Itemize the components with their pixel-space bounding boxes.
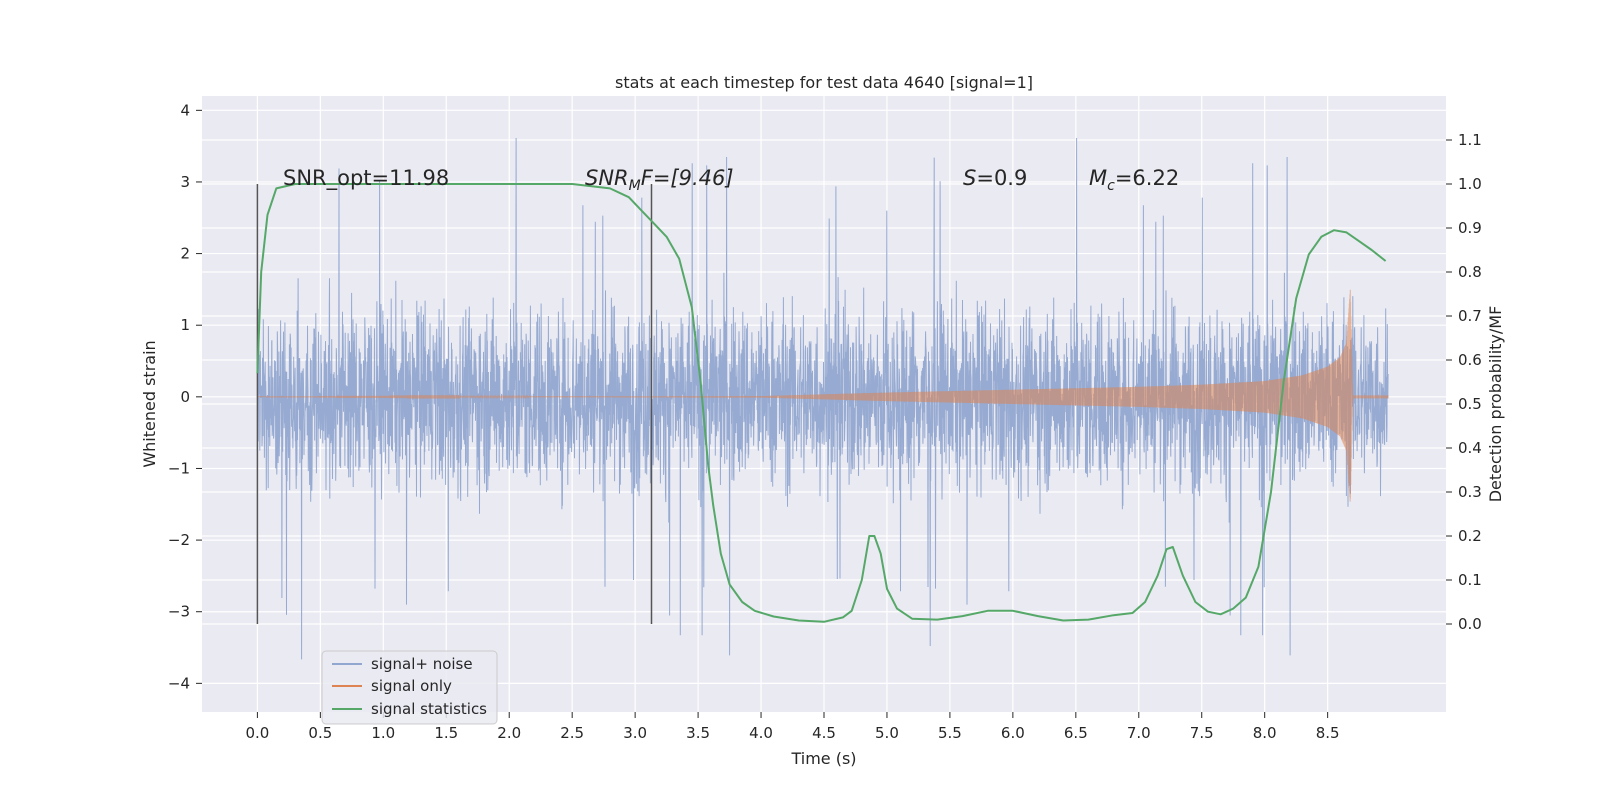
y-right-tick-label-6: 0.5 [1458, 395, 1482, 413]
y-right-tick-label-11: 0.0 [1458, 615, 1482, 633]
vertical-markers [256, 184, 653, 624]
y-left-tick-label-8: −4 [168, 674, 190, 692]
y-right-tick-label-8: 0.3 [1458, 483, 1482, 501]
annotation-snr-mf-prefix: SNR [585, 166, 629, 190]
y-left-tick-label-7: −3 [168, 603, 190, 621]
y-left-tick-label-2: 2 [180, 245, 190, 263]
y-right-tick-label-10: 0.1 [1458, 571, 1482, 589]
y-axis-right-label: Detection probability/MF [1486, 306, 1505, 503]
y-right-tick-label-3: 0.8 [1458, 263, 1482, 281]
y-axis-left-label: Whitened strain [140, 340, 159, 467]
line-signal-noise [256, 137, 1389, 660]
chart-title: stats at each timestep for test data 464… [615, 73, 1033, 92]
annotation-snr-mf: SNRMF=[9.46] [585, 166, 734, 194]
x-tick-label-15: 7.5 [1190, 724, 1214, 742]
legend: signal+ noise signal only signal statist… [321, 650, 498, 725]
y-right-tick-label-1: 1.0 [1458, 175, 1482, 193]
x-axis-ticks: 0.0 0.5 1.0 1.5 2.0 2.5 3.0 3.5 4.0 4.5 5.0 5.5 6.0 6… [245, 712, 1340, 742]
annotation-s-symbol: S [963, 166, 976, 190]
y-right-tick-label-4: 0.7 [1458, 307, 1482, 325]
y-left-tick-label-0: 4 [180, 101, 190, 119]
annotation-mc-value: =6.22 [1115, 166, 1179, 190]
x-tick-label-4: 2.0 [497, 724, 521, 742]
x-tick-label-0: 0.0 [245, 724, 269, 742]
x-tick-label-17: 8.5 [1316, 724, 1340, 742]
x-tick-label-10: 5.0 [875, 724, 899, 742]
y-right-tick-label-5: 0.6 [1458, 351, 1482, 369]
x-tick-label-3: 1.5 [434, 724, 458, 742]
annotation-mc: Mc=6.22 [1089, 166, 1179, 194]
series-signal-noise [256, 137, 1389, 660]
x-tick-label-2: 1.0 [371, 724, 395, 742]
x-axis-label: Time (s) [790, 749, 856, 768]
x-tick-label-7: 3.5 [686, 724, 710, 742]
y-left-tick-label-5: −1 [168, 459, 190, 477]
annotation-snr-mf-suffix: F=[9.46] [641, 166, 734, 190]
x-tick-label-9: 4.5 [812, 724, 836, 742]
annotation-mc-sub: c [1107, 178, 1115, 194]
x-tick-label-14: 7.0 [1127, 724, 1151, 742]
y-left-tick-label-3: 1 [180, 316, 190, 334]
annotation-snr-opt: SNR_opt=11.98 [283, 166, 449, 191]
y-right-tick-label-9: 0.2 [1458, 527, 1482, 545]
y-right-tick-label-7: 0.4 [1458, 439, 1482, 457]
line-signal-statistics [256, 183, 1387, 623]
y-axis-right-ticks: 1.1 1.0 0.9 0.8 0.7 0.6 0.5 0.4 0.3 0.2 0.1 0.0 [1446, 131, 1482, 633]
x-tick-label-8: 4.0 [749, 724, 773, 742]
x-tick-label-6: 3.0 [623, 724, 647, 742]
line-signal-only [257, 289, 1389, 502]
y-right-tick-label-2: 0.9 [1458, 219, 1482, 237]
legend-label-signal-only: signal only [371, 677, 452, 695]
annotation-snr-mf-sub: M [629, 178, 641, 194]
x-tick-label-5: 2.5 [560, 724, 584, 742]
y-left-tick-label-4: 0 [180, 388, 190, 406]
y-left-tick-label-1: 3 [180, 173, 190, 191]
annotation-s-value: =0.9 [976, 166, 1027, 190]
x-tick-label-12: 6.0 [1001, 724, 1025, 742]
x-tick-label-16: 8.0 [1253, 724, 1277, 742]
series-signal-statistics [256, 183, 1387, 623]
legend-box [321, 650, 498, 725]
legend-label-signal-noise: signal+ noise [371, 655, 473, 673]
legend-label-signal-statistics: signal statistics [371, 700, 487, 718]
series-signal-only [257, 289, 1389, 502]
y-axis-left-ticks: 4 3 2 1 0 −1 −2 −3 −4 [168, 101, 202, 692]
x-tick-label-1: 0.5 [308, 724, 332, 742]
x-tick-label-13: 6.5 [1064, 724, 1088, 742]
annotation-s: S=0.9 [963, 166, 1027, 190]
annotation-mc-symbol: M [1089, 166, 1107, 190]
x-tick-label-11: 5.5 [938, 724, 962, 742]
y-right-tick-label-0: 1.1 [1458, 131, 1482, 149]
y-left-tick-label-6: −2 [168, 531, 190, 549]
